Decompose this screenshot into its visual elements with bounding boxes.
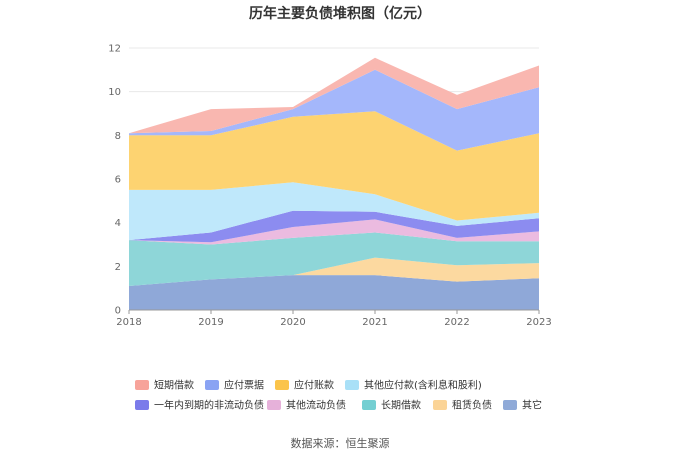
legend-item[interactable]: 应付票据 [205, 379, 264, 392]
area-8[interactable] [129, 69, 539, 151]
y-tick-label: 8 [115, 131, 121, 142]
y-tick-label: 0 [115, 306, 121, 317]
x-tick-label: 2018 [116, 317, 141, 328]
y-tick-label: 2 [115, 262, 121, 273]
legend-label: 其他应付款(含利息和股利) [364, 379, 482, 392]
legend-swatch [275, 380, 289, 390]
data-source: 数据来源：恒生聚源 [291, 436, 390, 450]
legend-label: 一年内到期的非流动负债 [154, 399, 264, 412]
area-series [129, 57, 539, 310]
x-tick-label: 2019 [198, 317, 223, 328]
area-3[interactable] [129, 232, 539, 287]
area-2[interactable] [129, 257, 539, 286]
legend-item[interactable]: 应付账款 [275, 379, 334, 392]
legend-label: 长期借款 [381, 399, 421, 412]
legend-swatch [503, 400, 517, 410]
legend-label: 其他流动负债 [286, 399, 346, 412]
y-tick-label: 4 [115, 218, 121, 229]
area-1[interactable] [129, 275, 539, 310]
y-tick-label: 12 [108, 44, 121, 55]
legend-label: 应付账款 [294, 379, 334, 392]
y-tick-label: 10 [108, 87, 121, 98]
x-axis: 2018 2019 2020 2021 2022 2023 [116, 309, 552, 328]
legend-label: 租赁负债 [452, 399, 492, 412]
legend-swatch [267, 400, 281, 410]
area-7[interactable] [129, 111, 539, 221]
x-tick-label: 2022 [444, 317, 469, 328]
legend[interactable]: 短期借款 应付票据 应付账款 其他应付款(含利息和股利) 一年内到期的非流动负债 其他流动… [135, 379, 542, 412]
area-6[interactable] [129, 182, 539, 241]
legend-swatch [135, 400, 149, 410]
y-axis: 0 2 4 6 8 10 12 [108, 44, 121, 317]
legend-item[interactable]: 短期借款 [135, 379, 194, 392]
y-tick-label: 6 [115, 175, 121, 186]
legend-swatch [433, 400, 447, 410]
x-tick-label: 2021 [362, 317, 387, 328]
area-9[interactable] [129, 57, 539, 134]
legend-swatch [362, 400, 376, 410]
chart-title: 历年主要负债堆积图（亿元） [249, 5, 431, 22]
legend-item[interactable]: 其它 [503, 399, 542, 412]
legend-item[interactable]: 其他流动负债 [267, 399, 346, 412]
legend-item[interactable]: 其他应付款(含利息和股利) [345, 379, 482, 392]
x-tick-label: 2023 [526, 317, 551, 328]
legend-swatch [135, 380, 149, 390]
area-4[interactable] [129, 219, 539, 245]
legend-label: 应付票据 [224, 379, 264, 392]
legend-label: 短期借款 [154, 379, 194, 392]
legend-swatch [345, 380, 359, 390]
legend-item[interactable]: 长期借款 [362, 399, 421, 412]
legend-swatch [205, 380, 219, 390]
area-5[interactable] [129, 210, 539, 243]
legend-label: 其它 [522, 399, 542, 412]
x-tick-label: 2020 [280, 317, 305, 328]
legend-item[interactable]: 一年内到期的非流动负债 [135, 399, 264, 412]
legend-item[interactable]: 租赁负债 [433, 399, 492, 412]
